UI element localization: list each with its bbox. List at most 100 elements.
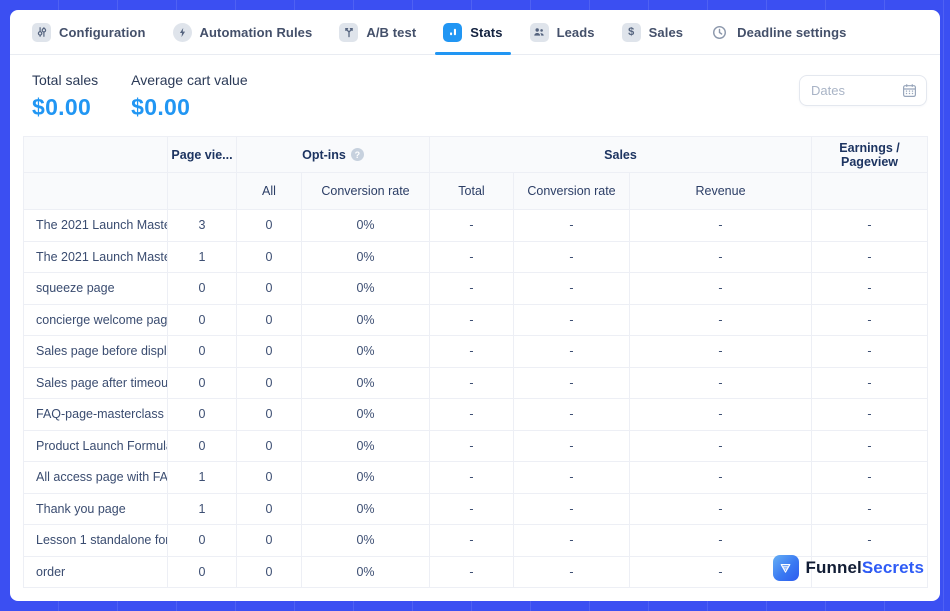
table-row[interactable]: squeeze page 0 0 0% - - - - [23,272,929,305]
optins-all-cell: 0 [236,555,302,588]
sales-total-cell: - [429,209,514,242]
optins-all-cell: 0 [236,366,302,399]
funnelsecrets-logo: FunnelSecrets [772,555,924,581]
sales-total-cell: - [429,429,514,462]
optins-conversion-cell: 0% [301,209,430,242]
sales-conversion-cell: - [513,524,630,557]
sales-conversion-cell: - [513,272,630,305]
page-views-cell: 0 [167,366,237,399]
tab-automation-rules[interactable]: Automation Rules [172,10,313,54]
table-row[interactable]: Product Launch Formula Ca... 0 0 0% - - … [23,429,929,462]
sales-conversion-cell: - [513,461,630,494]
page-views-cell: 0 [167,524,237,557]
sales-total-cell: - [429,555,514,588]
table-row[interactable]: Thank you page 1 0 0% - - - - [23,492,929,525]
earnings-pageview-cell: - [811,272,929,305]
sales-total-cell: - [429,524,514,557]
stats-table: Page vie... Opt-ins? Sales Earnings / Pa… [23,136,929,588]
dollar-icon: $ [621,22,641,42]
tab-leads[interactable]: Leads [529,10,595,54]
table-row[interactable]: FAQ-page-masterclass 0 0 0% - - - - [23,398,929,431]
optins-all-header: All [236,172,302,210]
sales-conversion-cell: - [513,429,630,462]
page-name-cell: Sales page after timeout [23,366,168,399]
brand-text: FunnelSecrets [805,558,924,577]
page-name-cell: All access page with FAQ [23,461,168,494]
dates-filter[interactable] [799,75,927,106]
sales-conversion-cell: - [513,209,630,242]
sales-conversion-cell: - [513,492,630,525]
earnings-pageview-cell: - [811,555,929,588]
lightning-icon [172,22,192,42]
page-views-cell: 0 [167,398,237,431]
sales-conversion-cell: - [513,555,630,588]
page-views-cell: 1 [167,240,237,273]
sales-total-cell: - [429,366,514,399]
page-name-cell: FAQ-page-masterclass [23,398,168,431]
optins-all-cell: 0 [236,492,302,525]
split-icon [339,22,359,42]
optins-all-cell: 0 [236,303,302,336]
revenue-cell: - [628,492,813,525]
earnings-pageview-cell: - [811,366,929,399]
optins-conversion-cell: 0% [301,429,430,462]
table-row[interactable]: Sales page before displaying 0 0 0% - - … [23,335,929,368]
table-row[interactable]: order 0 0 0% - - - - [23,555,929,588]
sales-total-cell: - [429,303,514,336]
tab-sales[interactable]: $ Sales [621,10,684,54]
summary-bar: Total sales $0.00 Average cart value $0.… [10,55,940,121]
sales-conversion-cell: - [513,240,630,273]
sales-total-cell: - [429,398,514,431]
optins-conversion-cell: 0% [301,303,430,336]
page-name-cell: The 2021 Launch Masterclas... [23,240,168,273]
tab-label: Sales [648,24,684,40]
tab-label: A/B test [366,24,417,40]
average-cart-metric: Average cart value $0.00 [131,72,247,121]
revenue-header: Revenue [628,172,813,210]
revenue-cell: - [628,461,813,494]
dates-input[interactable] [811,83,902,98]
tab-configuration[interactable]: Configuration [32,10,146,54]
revenue-cell: - [628,524,813,557]
sliders-icon [32,22,51,42]
revenue-cell: - [628,366,813,399]
tab-ab-test[interactable]: A/B test [339,10,416,54]
tab-stats[interactable]: Stats [435,10,511,55]
page-views-cell: 0 [167,555,237,588]
sales-total-cell: - [429,335,514,368]
earnings-pageview-cell: - [811,461,929,494]
optins-all-cell: 0 [236,209,302,242]
earnings-pageview-cell: - [811,335,929,368]
sales-conversion-cell: - [513,398,630,431]
sales-header: Sales [428,136,813,173]
optins-all-cell: 0 [236,335,302,368]
people-icon [529,22,549,42]
tab-deadline-settings[interactable]: Deadline settings [710,10,846,54]
revenue-cell: - [628,240,813,273]
average-cart-label: Average cart value [131,72,248,88]
page-views-cell: 0 [167,335,237,368]
optins-all-cell: 0 [236,429,302,462]
bar-chart-icon [443,22,463,42]
table-row[interactable]: The 2021 Launch Masterclas... 3 0 0% - -… [23,209,929,242]
table-row[interactable]: concierge welcome page 0 0 0% - - - - [23,303,929,336]
stats-panel: Configuration Automation Rules A/B test … [10,10,940,601]
sales-total-cell: - [429,492,514,525]
sales-total-header: Total [429,172,514,210]
table-row[interactable]: Lesson 1 standalone for replay 0 0 0% - … [23,524,929,557]
table-row[interactable]: Sales page after timeout 0 0 0% - - - - [23,366,929,399]
calendar-icon[interactable] [902,83,917,98]
page-name-cell: concierge welcome page [23,303,168,336]
earnings-header: Earnings / Pageview [811,136,929,173]
optins-conversion-cell: 0% [301,555,430,588]
page-name-cell: Sales page before displaying [23,335,168,368]
total-sales-value: $0.00 [32,94,92,120]
total-sales-metric: Total sales $0.00 [32,72,98,121]
table-row[interactable]: All access page with FAQ 1 0 0% - - - - [23,461,929,494]
tab-label: Leads [556,24,595,40]
table-row[interactable]: The 2021 Launch Masterclas... 1 0 0% - -… [23,240,929,273]
total-sales-label: Total sales [32,72,99,88]
help-icon[interactable]: ? [350,148,364,161]
earnings-pageview-cell: - [811,429,929,462]
page-views-cell: 1 [167,492,237,525]
